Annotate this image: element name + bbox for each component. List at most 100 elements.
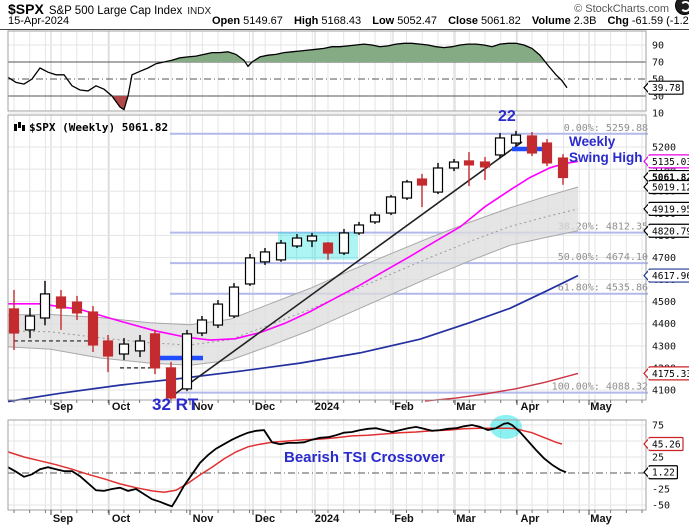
tsi-value-box: 45.26 xyxy=(643,436,684,452)
month-label: Dec xyxy=(255,513,275,525)
annotation-bearish-tsi: Bearish TSI Crossover xyxy=(284,449,445,466)
month-label: Dec xyxy=(255,401,275,413)
label-text: 1.22 xyxy=(652,468,675,479)
candle-up xyxy=(306,235,318,242)
candle-down xyxy=(8,308,20,334)
price-panel: 0.00%: 5259.88 38.20%: 4812.35 50.00%: 467… xyxy=(7,123,648,403)
chg-label: Chg xyxy=(607,15,629,27)
month-label: Oct xyxy=(112,401,131,413)
close-value: 5061.82 xyxy=(481,15,521,27)
chg-value: -61.59 (-1.20%) xyxy=(631,15,689,27)
symbol-line: $SPX S&P 500 Large Cap Index INDX xyxy=(8,1,211,19)
rsi-tick-label: 70 xyxy=(652,58,664,69)
tsi-tick-label: 25 xyxy=(652,453,664,464)
month-label: Nov xyxy=(193,401,215,413)
month-label: Apr xyxy=(521,513,541,525)
ma-long-line xyxy=(424,372,579,402)
open-value: 5149.67 xyxy=(243,15,283,27)
price-tick-label: 4700 xyxy=(652,253,676,264)
candle-down xyxy=(416,178,428,186)
candle-down xyxy=(479,161,491,168)
volume-value: 2.3B xyxy=(573,15,597,27)
tsi-value-box: 1.22 xyxy=(643,465,678,480)
fib-label: 50.00%: 4674.10 xyxy=(558,252,648,263)
price-tick-label: 4100 xyxy=(652,386,676,397)
candle-up xyxy=(196,319,208,334)
price-tick-label: 4400 xyxy=(652,319,676,330)
tsi-tick-label: -50 xyxy=(652,501,670,512)
candle-up xyxy=(212,303,224,326)
corner-widget-icon[interactable] xyxy=(675,0,689,15)
high-label: High xyxy=(293,15,319,27)
rsi-value-box: 39.78 xyxy=(643,80,684,95)
band-lower xyxy=(7,230,579,366)
panel-border xyxy=(7,114,647,401)
label-text: 5061.82 xyxy=(652,173,689,184)
symbol-ticker: $SPX xyxy=(8,1,44,17)
fib-label: 38.20%: 4812.35 xyxy=(558,222,648,233)
volume-label: Volume xyxy=(531,15,571,27)
month-label: Feb xyxy=(394,513,414,525)
candle-up xyxy=(338,232,350,254)
rsi-tick-label: 50 xyxy=(652,75,664,86)
stockcharts-logo-text: © StockCharts.com xyxy=(574,3,669,15)
chart-header: $SPX S&P 500 Large Cap Index INDX © StockC… xyxy=(0,0,689,30)
candle-up xyxy=(181,333,193,390)
candle-down xyxy=(526,135,538,154)
ma-slow-line xyxy=(7,274,579,403)
candles xyxy=(8,130,569,400)
price-tick-label: 4500 xyxy=(652,297,676,308)
candle-up xyxy=(228,286,240,317)
candle-up xyxy=(24,315,36,331)
trendline xyxy=(170,141,523,398)
candle-down xyxy=(165,367,177,399)
candle-up xyxy=(432,167,444,193)
label-text: 4175.33 xyxy=(652,369,689,380)
low-label: Low xyxy=(372,15,395,27)
price-value-box: 5019.12 xyxy=(643,179,689,195)
crossover-highlight xyxy=(490,414,522,439)
ma-fast-line xyxy=(8,160,579,341)
label-text: 39.78 xyxy=(652,83,681,94)
candle-up xyxy=(510,134,522,144)
rsi-tick-label: 10 xyxy=(652,109,664,120)
symbol-exchange: INDX xyxy=(187,6,212,17)
rsi-line xyxy=(7,42,568,111)
month-label: 2024 xyxy=(315,401,340,413)
month-label: Mar xyxy=(456,513,476,525)
rsi-tick-label: 30 xyxy=(652,92,664,103)
tsi-tick-label: 75 xyxy=(652,421,664,432)
candle-down xyxy=(87,311,99,346)
band-upper xyxy=(7,186,579,326)
candle-down xyxy=(557,157,569,179)
candle-up xyxy=(401,181,413,199)
label-text: 5135.03 xyxy=(652,157,689,168)
tsi-line xyxy=(7,422,567,508)
main-panel-legend: $SPX (Weekly) 5061.82 xyxy=(14,121,168,134)
price-tick-label: 4300 xyxy=(652,341,676,352)
price-value-box: 4175.33 xyxy=(643,366,689,381)
candle-up xyxy=(275,242,287,261)
annotation-32rt: 32 RT xyxy=(152,395,199,414)
symbol-name: S&P 500 Large Cap Index xyxy=(48,5,183,17)
close-label: Close xyxy=(448,15,479,27)
label-text: 45.26 xyxy=(652,440,681,451)
rsi-oversold-fill xyxy=(112,96,128,110)
ohlc-readout: Open 5149.67 High 5168.43 Low 5052.47 Close… xyxy=(212,15,689,27)
candle-up xyxy=(118,343,130,355)
price-value-box: 5135.03 xyxy=(643,154,689,169)
tsi-signal-line xyxy=(7,427,563,493)
fib-label: 100.00%: 4088.32 xyxy=(552,382,648,393)
candle-up xyxy=(244,257,256,285)
month-label: Apr xyxy=(521,401,541,413)
month-label: Sep xyxy=(53,401,73,413)
month-label: Sep xyxy=(53,513,73,525)
month-label: Feb xyxy=(394,401,414,413)
rsi-overbought-fill xyxy=(164,43,546,62)
candle-up xyxy=(494,137,506,156)
rsi-tick-label: 90 xyxy=(652,41,664,52)
label-text: 4919.95 xyxy=(652,204,689,215)
candle-down xyxy=(71,301,83,314)
candle-up xyxy=(134,340,146,352)
candlestick-chart-icon xyxy=(14,122,25,131)
